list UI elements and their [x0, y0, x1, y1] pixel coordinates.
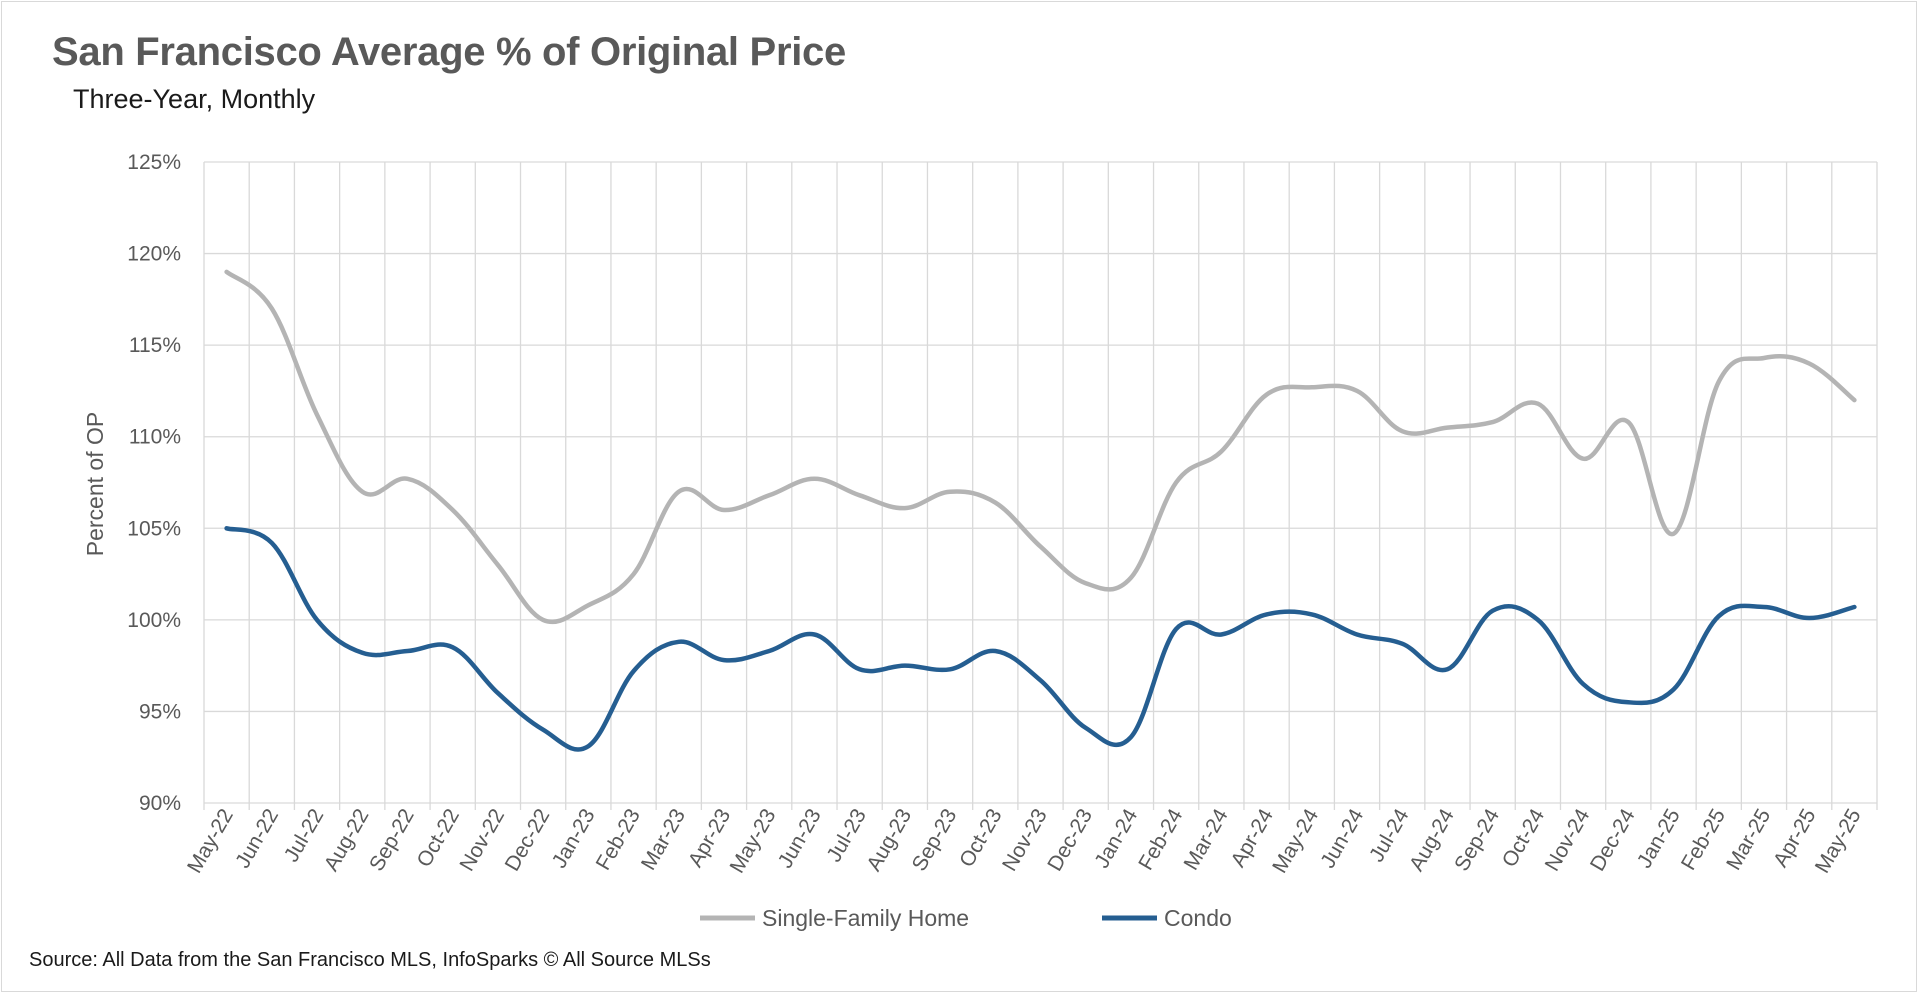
- y-tick-label: 105%: [127, 517, 181, 540]
- x-tick-label: Jun-24: [1316, 805, 1368, 872]
- y-tick-label: 110%: [129, 426, 181, 449]
- y-tick-label: 100%: [127, 609, 181, 632]
- x-tick-label: May-22: [183, 805, 238, 877]
- x-tick-label: Feb-23: [592, 805, 645, 874]
- legend-label: Single-Family Home: [762, 905, 969, 931]
- series-points: [226, 271, 1855, 620]
- grid-lines: [203, 161, 1878, 810]
- x-tick-label: Mar-24: [1180, 805, 1233, 874]
- x-tick-label: Dec-22: [501, 805, 555, 875]
- x-tick-label: Jun-22: [231, 805, 283, 872]
- series-points: [226, 528, 1855, 747]
- legend: Single-Family Home Condo: [700, 905, 1232, 931]
- x-tick-label: May-24: [1268, 805, 1323, 877]
- x-axis-ticks: May-22Jun-22Jul-22Aug-22Sep-22Oct-22Nov-…: [183, 805, 1866, 877]
- x-tick-label: Jul-23: [822, 805, 871, 866]
- legend-label: Condo: [1164, 905, 1232, 931]
- y-tick-label: 95%: [139, 700, 181, 723]
- x-tick-label: Sep-22: [365, 805, 419, 875]
- x-tick-label: Jun-23: [774, 805, 826, 872]
- x-tick-label: Jul-22: [280, 805, 329, 866]
- x-tick-label: Dec-24: [1586, 805, 1640, 875]
- x-tick-label: Sep-24: [1450, 805, 1504, 875]
- chart-subtitle: Three-Year, Monthly: [73, 84, 316, 114]
- x-tick-label: Mar-23: [637, 805, 690, 874]
- x-tick-label: Dec-23: [1043, 805, 1097, 875]
- y-tick-label: 125%: [127, 151, 181, 174]
- source-note: Source: All Data from the San Francisco …: [29, 949, 711, 971]
- y-tick-label: 120%: [127, 243, 181, 266]
- y-axis-ticks: 90% 95% 100% 105% 110% 115% 120% 125%: [127, 151, 181, 815]
- x-tick-label: Sep-23: [908, 805, 962, 875]
- x-tick-label: Jul-24: [1365, 805, 1414, 866]
- y-tick-label: 115%: [129, 334, 181, 357]
- x-tick-label: Feb-25: [1677, 805, 1730, 874]
- y-tick-label: 90%: [139, 792, 181, 815]
- chart-title: San Francisco Average % of Original Pric…: [52, 30, 846, 74]
- y-axis-label: Percent of OP: [82, 412, 108, 556]
- x-tick-label: Mar-25: [1722, 805, 1775, 874]
- series-lines: [224, 269, 1857, 752]
- series-line-condo: [224, 526, 1857, 752]
- series-line-single-family-home: [224, 269, 1857, 625]
